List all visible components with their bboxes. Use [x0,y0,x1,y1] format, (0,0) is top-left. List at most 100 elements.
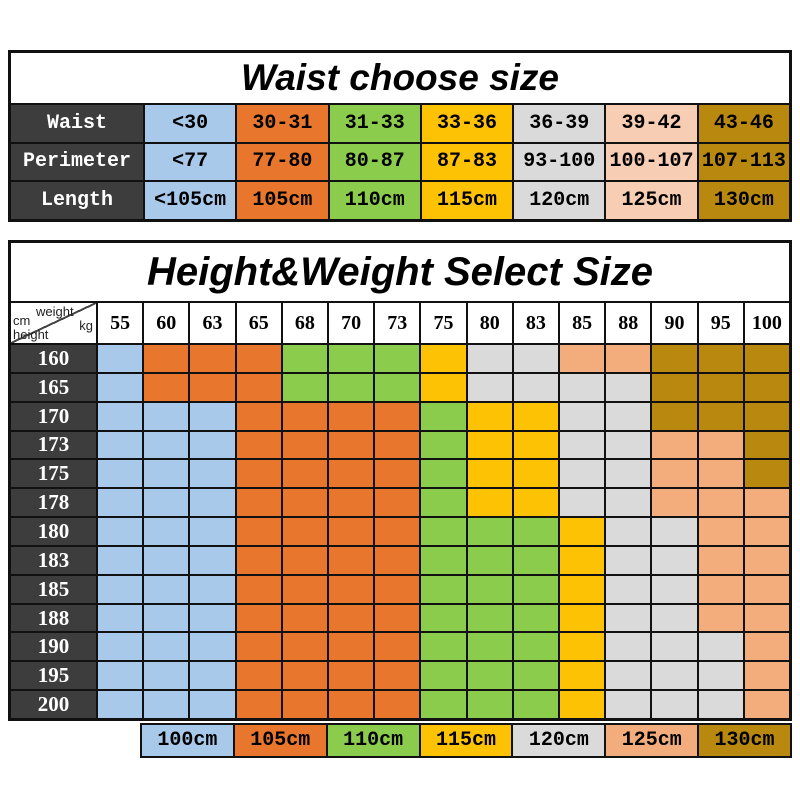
size-cell [236,460,281,488]
size-cell [652,546,697,574]
size-cell [329,691,374,718]
waist-cell: 43-46 [698,105,789,142]
size-cell [144,402,189,430]
waist-table-grid: Waist <30 30-31 31-33 33-36 36-39 39-42 43-46 Pe… [11,103,789,219]
waist-cell: 77-80 [237,143,328,181]
size-cell [513,489,558,517]
size-cell [606,345,651,372]
legend-item: 105cm [234,725,326,756]
height-weight-grid: weight kg cm height 55 60 63 65 68 70 73 75 80 83… [11,301,789,718]
size-cell [190,604,235,632]
size-cell [236,691,281,718]
size-cell [698,460,743,488]
size-cell [513,575,558,603]
size-cell [144,546,189,574]
size-cell [144,691,189,718]
size-cell [236,489,281,517]
waist-cell: 31-33 [329,105,420,142]
weight-header: 65 [236,303,281,343]
size-cell [98,662,143,690]
kg-unit-label: kg [79,318,93,333]
size-cell [652,489,697,517]
size-cell [513,546,558,574]
size-cell [190,489,235,517]
size-cell [606,518,651,545]
size-cell [144,518,189,545]
size-cell [698,691,743,718]
size-cell [190,662,235,690]
cm-unit-label: cm [13,313,31,328]
weight-header: 83 [513,303,558,343]
size-cell [513,460,558,488]
size-cell [236,546,281,574]
size-cell [606,431,651,459]
size-cell [421,662,466,690]
size-cell [606,373,651,401]
waist-table-title: Waist choose size [240,57,560,98]
height-label: 185 [11,575,96,603]
size-cell [467,373,512,401]
size-cell [513,604,558,632]
size-cell [98,373,143,401]
weight-header: 63 [190,303,235,343]
size-cell [98,460,143,488]
size-cell [421,518,466,545]
size-cell [560,345,605,372]
size-cell [467,431,512,459]
size-cell [467,604,512,632]
size-cell [744,604,789,632]
waist-cell: 125cm [606,182,697,219]
waist-cell: 36-39 [514,105,605,142]
size-legend: 100cm 105cm 110cm 115cm 120cm 125cm 130cm [140,723,792,758]
size-cell [744,489,789,517]
weight-header: 60 [144,303,189,343]
size-cell [144,489,189,517]
size-cell [513,662,558,690]
size-cell [144,604,189,632]
waist-cell: 110cm [329,182,420,219]
size-cell [375,431,420,459]
waist-cell: 100-107 [606,143,697,181]
corner-axis-cell: weight kg cm height [11,303,96,343]
size-cell [236,431,281,459]
size-cell [744,662,789,690]
size-cell [375,460,420,488]
size-cell [467,691,512,718]
size-cell [329,431,374,459]
size-cell [513,633,558,661]
size-cell [190,402,235,430]
height-label: 173 [11,431,96,459]
size-cell [698,402,743,430]
legend-item: 120cm [513,725,605,756]
waist-cell: 30-31 [237,105,328,142]
size-cell [652,373,697,401]
weight-header: 80 [467,303,512,343]
size-cell [467,662,512,690]
size-cell [329,575,374,603]
size-cell [190,633,235,661]
size-cell [98,604,143,632]
size-cell [144,431,189,459]
waist-cell: 39-42 [606,105,697,142]
height-label: 188 [11,604,96,632]
legend-item: 100cm [142,725,233,756]
size-cell [606,575,651,603]
size-cell [190,460,235,488]
size-cell [190,575,235,603]
size-cell [652,575,697,603]
size-cell [144,460,189,488]
size-cell [375,575,420,603]
size-cell [421,604,466,632]
size-cell [329,489,374,517]
size-cell [513,345,558,372]
legend-item: 125cm [606,725,698,756]
size-cell [375,633,420,661]
size-cell [698,604,743,632]
size-cell [329,546,374,574]
size-cell [560,460,605,488]
weight-header: 100 [744,303,789,343]
size-cell [560,691,605,718]
weight-header: 95 [698,303,743,343]
size-cell [698,633,743,661]
height-label: 178 [11,489,96,517]
